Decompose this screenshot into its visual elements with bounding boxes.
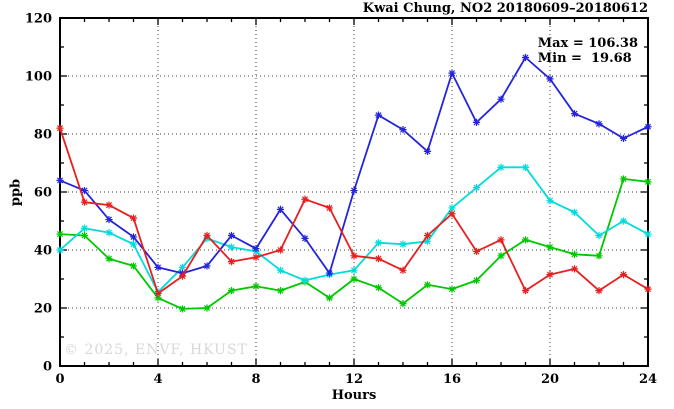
y-tick-label: 100 [25, 70, 52, 85]
x-tick-label: 20 [541, 372, 559, 387]
y-tick-label: 40 [34, 244, 52, 259]
y-tick-label: 20 [34, 302, 52, 317]
y-tick-label: 0 [43, 360, 52, 375]
x-tick-label: 4 [153, 372, 162, 387]
max-min-annotation: Max = 106.38 Min = 19.68 [538, 36, 638, 66]
x-tick-label: 0 [55, 372, 64, 387]
min-annotation: Min = 19.68 [537, 51, 632, 66]
green-line-markers [56, 175, 652, 313]
y-tick-label: 60 [34, 186, 52, 201]
y-tick-label: 80 [34, 128, 52, 143]
x-tick-label: 8 [251, 372, 260, 387]
max-annotation: Max = 106.38 [537, 36, 638, 51]
x-axis-label: Hours [331, 388, 377, 403]
blue-line-markers [56, 53, 652, 277]
y-tick-label: 120 [25, 12, 52, 27]
x-tick-label: 16 [443, 372, 461, 387]
x-tick-label: 24 [639, 372, 657, 387]
watermark-text: © 2025, ENVF, HKUST [64, 342, 248, 358]
blue-line [59, 56, 649, 275]
chart-title: Kwai Chung, NO2 20180609–20180612 [362, 1, 648, 16]
x-tick-label: 12 [345, 372, 363, 387]
red-line-markers [56, 124, 652, 298]
